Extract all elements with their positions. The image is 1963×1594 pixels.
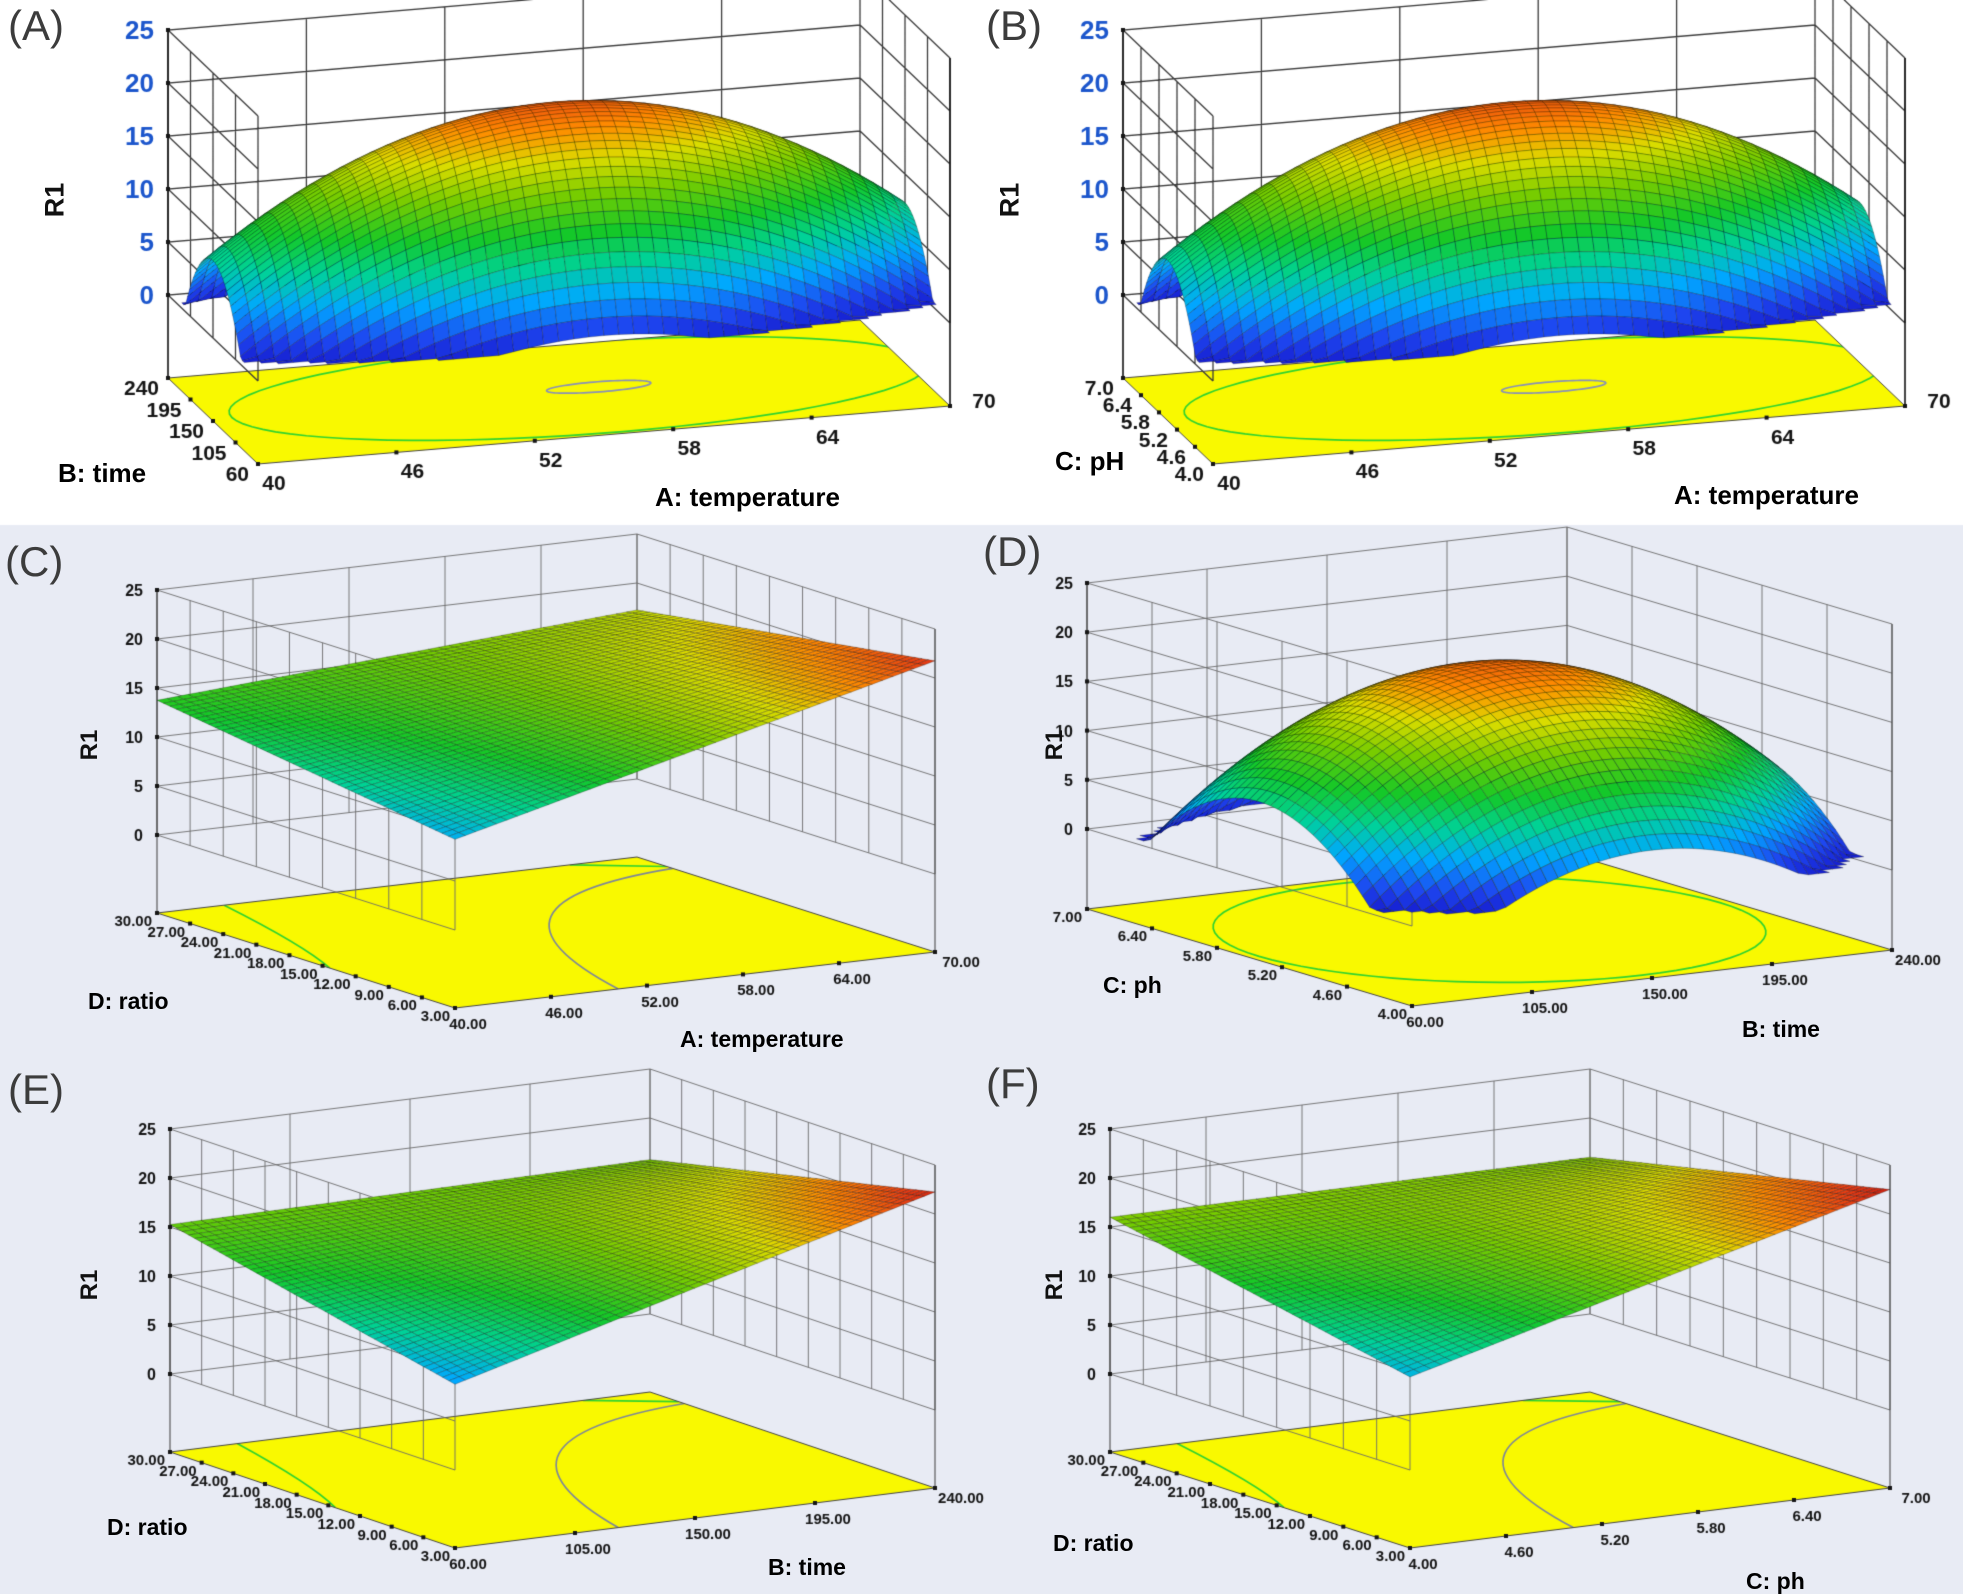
- surface-plots-canvas: [0, 0, 1963, 1594]
- figure-stage: (A) (B) (C) (D) (E) (F) R1 R1 R1 R1 R1 R…: [0, 0, 1963, 1594]
